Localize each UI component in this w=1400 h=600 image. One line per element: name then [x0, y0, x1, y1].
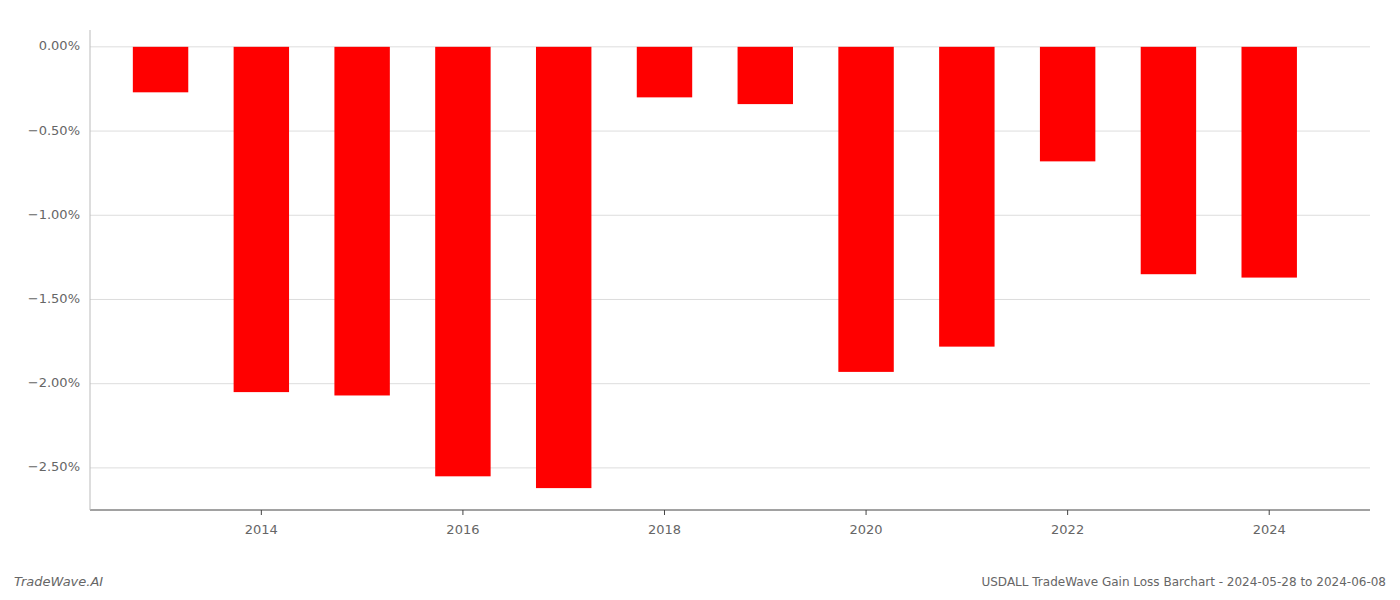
- bars: [133, 47, 1297, 488]
- bar: [838, 47, 893, 372]
- x-tick: [1269, 510, 1270, 515]
- x-tick-label: 2014: [245, 522, 278, 537]
- title: USDALL TradeWave Gain Loss Barchart - 20…: [981, 575, 1386, 589]
- x-tick-label: 2022: [1051, 522, 1084, 537]
- x-tick: [866, 510, 867, 515]
- y-tick-label: −1.50%: [28, 291, 80, 306]
- x-tick: [1067, 510, 1068, 515]
- x-tick: [664, 510, 665, 515]
- y-tick-label: −2.50%: [28, 459, 80, 474]
- bar: [939, 47, 994, 347]
- bar: [435, 47, 490, 476]
- chart: 0.00% −0.50% −1.00% −1.50% −2.00% −2.50% 2014 2…: [0, 0, 1400, 600]
- watermark: TradeWave.AI: [14, 574, 103, 589]
- x-axis-line: [90, 510, 1370, 511]
- bar: [1040, 47, 1095, 162]
- bar: [738, 47, 793, 104]
- y-tick-label: −2.00%: [28, 375, 80, 390]
- x-tick-label: 2016: [446, 522, 479, 537]
- y-axis-line: [90, 30, 91, 510]
- bar: [133, 47, 188, 92]
- x-tick-label: 2018: [648, 522, 681, 537]
- x-tick-label: 2024: [1253, 522, 1286, 537]
- bar: [536, 47, 591, 488]
- x-tick: [261, 510, 262, 515]
- bar: [637, 47, 692, 98]
- grid-line: [90, 467, 1370, 468]
- bar: [1141, 47, 1196, 274]
- x-tick: [462, 510, 463, 515]
- bar: [234, 47, 289, 392]
- grid: [90, 47, 1370, 468]
- x-tick-label: 2020: [850, 522, 883, 537]
- bar: [334, 47, 389, 396]
- y-tick-label: −0.50%: [28, 123, 80, 138]
- y-tick-label: 0.00%: [39, 38, 80, 53]
- bar: [1241, 47, 1296, 278]
- y-tick-label: −1.00%: [28, 207, 80, 222]
